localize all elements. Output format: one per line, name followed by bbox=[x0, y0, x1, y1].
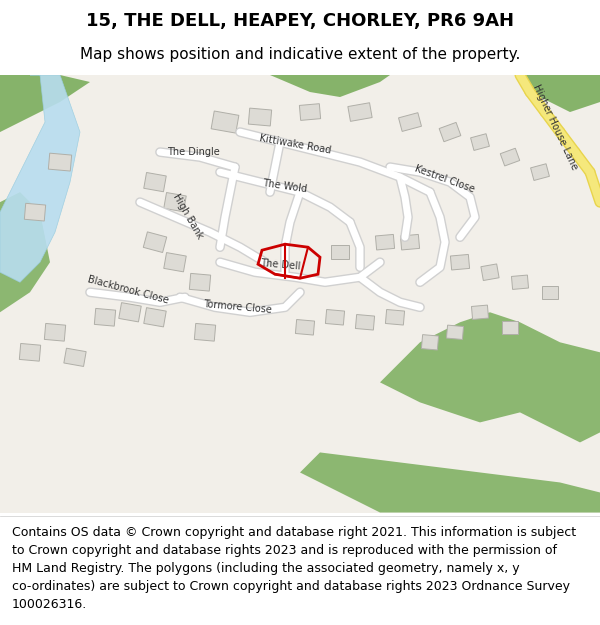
Polygon shape bbox=[0, 75, 90, 132]
Bar bbox=[421, 334, 439, 350]
Bar bbox=[119, 302, 141, 322]
Bar bbox=[446, 325, 464, 339]
Bar bbox=[348, 102, 372, 121]
Bar bbox=[472, 305, 488, 319]
Bar bbox=[451, 254, 470, 270]
Bar bbox=[25, 203, 46, 221]
Bar bbox=[439, 122, 461, 142]
Bar bbox=[94, 308, 116, 326]
Bar bbox=[164, 253, 186, 272]
Polygon shape bbox=[0, 75, 80, 282]
Text: The Dell: The Dell bbox=[259, 259, 301, 272]
Text: The Wold: The Wold bbox=[262, 178, 308, 194]
Bar bbox=[211, 111, 239, 133]
Polygon shape bbox=[300, 452, 600, 512]
Text: The Dingle: The Dingle bbox=[167, 147, 220, 157]
Bar bbox=[143, 232, 167, 253]
Bar bbox=[355, 314, 374, 330]
Bar bbox=[481, 264, 499, 281]
Polygon shape bbox=[270, 75, 390, 97]
Bar bbox=[331, 245, 349, 259]
Bar bbox=[530, 164, 550, 181]
Bar bbox=[511, 275, 529, 289]
Bar bbox=[19, 344, 41, 361]
Text: Blackbrook Close: Blackbrook Close bbox=[86, 274, 170, 306]
Bar bbox=[502, 321, 518, 334]
Bar bbox=[49, 153, 71, 171]
Polygon shape bbox=[0, 192, 50, 312]
Bar bbox=[500, 148, 520, 166]
Bar bbox=[376, 234, 395, 250]
Text: 15, THE DELL, HEAPEY, CHORLEY, PR6 9AH: 15, THE DELL, HEAPEY, CHORLEY, PR6 9AH bbox=[86, 12, 514, 30]
Polygon shape bbox=[380, 312, 600, 442]
Bar bbox=[470, 134, 490, 151]
Bar bbox=[44, 324, 65, 341]
Bar bbox=[299, 104, 320, 121]
Bar bbox=[194, 324, 215, 341]
Bar bbox=[385, 309, 404, 325]
Bar bbox=[144, 308, 166, 327]
Polygon shape bbox=[520, 75, 600, 112]
Bar bbox=[325, 309, 344, 325]
Bar bbox=[398, 112, 421, 131]
Bar bbox=[248, 108, 272, 126]
Text: Kestrel Close: Kestrel Close bbox=[413, 164, 476, 194]
Text: Contains OS data © Crown copyright and database right 2021. This information is : Contains OS data © Crown copyright and d… bbox=[12, 526, 576, 611]
Text: Map shows position and indicative extent of the property.: Map shows position and indicative extent… bbox=[80, 46, 520, 61]
Bar bbox=[164, 192, 186, 212]
Bar bbox=[144, 173, 166, 192]
Text: Tormore Close: Tormore Close bbox=[203, 299, 272, 315]
Text: Higher House Lane: Higher House Lane bbox=[531, 82, 579, 171]
Text: Kittiwake Road: Kittiwake Road bbox=[259, 133, 332, 155]
Bar bbox=[295, 319, 314, 335]
Bar bbox=[400, 234, 419, 250]
Bar bbox=[542, 286, 558, 299]
Text: High Bank: High Bank bbox=[171, 192, 205, 241]
Bar bbox=[64, 348, 86, 366]
Bar bbox=[190, 273, 211, 291]
